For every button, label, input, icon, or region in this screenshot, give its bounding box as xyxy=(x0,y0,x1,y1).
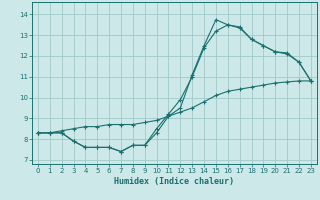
X-axis label: Humidex (Indice chaleur): Humidex (Indice chaleur) xyxy=(115,177,234,186)
